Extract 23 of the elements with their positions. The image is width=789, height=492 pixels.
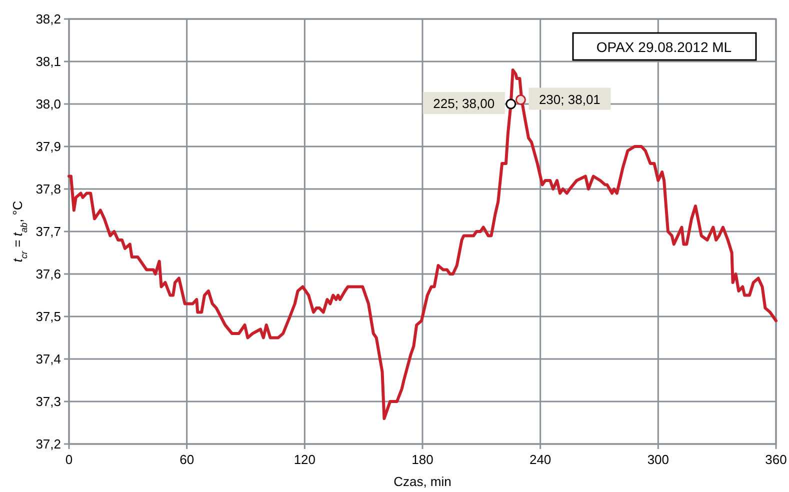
x-tick-label: 360 [765,452,787,467]
y-tick-label: 38,1 [36,54,61,69]
x-tick-label: 180 [412,452,434,467]
y-tick-label: 38,0 [36,96,61,112]
y-tick-label: 37,3 [36,394,61,409]
annotation: 230; 38,01 [538,92,600,107]
y-tick-label: 37,5 [36,309,61,324]
y-tick-label: 37,9 [36,139,61,154]
line-series [68,68,778,420]
x-axis-title: Czas, min [394,474,452,489]
y-tick-label: 37,6 [36,266,61,282]
y-tick-label: 37,8 [36,182,61,196]
annotation: OPAX 29.08.2012 ML [596,39,732,55]
y-tick-label: 37,7 [36,224,61,239]
x-tick-label: 300 [647,452,670,467]
y-tick-label: 37,4 [36,352,61,366]
x-tick-label: 60 [180,452,194,467]
x-tick-label: 240 [529,452,552,467]
x-tick-label: 0 [65,452,73,467]
annotation: 225; 38,00 [433,96,495,111]
x-tick-label: 120 [294,452,316,467]
y-tick-label: 37,2 [36,436,61,452]
y-tick-label: 38,2 [36,12,61,26]
